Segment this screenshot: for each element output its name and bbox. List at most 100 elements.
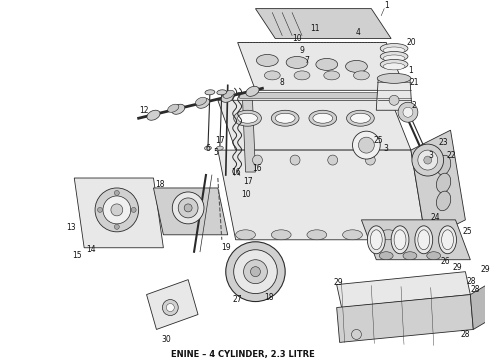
Ellipse shape — [370, 230, 382, 250]
Circle shape — [412, 144, 443, 176]
Polygon shape — [255, 9, 391, 39]
Ellipse shape — [236, 230, 255, 240]
Polygon shape — [337, 272, 470, 307]
Text: 22: 22 — [447, 150, 456, 159]
Text: 2: 2 — [412, 101, 416, 110]
Ellipse shape — [238, 113, 257, 123]
Ellipse shape — [353, 71, 369, 80]
Circle shape — [172, 192, 204, 224]
Text: 21: 21 — [409, 78, 418, 87]
Ellipse shape — [378, 230, 398, 240]
Ellipse shape — [271, 230, 291, 240]
Ellipse shape — [383, 47, 405, 54]
Circle shape — [250, 267, 260, 276]
Text: 6: 6 — [205, 144, 210, 153]
Text: 24: 24 — [431, 213, 441, 222]
Circle shape — [328, 155, 338, 165]
Text: 10: 10 — [292, 34, 302, 43]
Polygon shape — [411, 130, 465, 240]
Circle shape — [252, 155, 263, 165]
Text: 15: 15 — [73, 251, 82, 260]
Ellipse shape — [196, 98, 210, 108]
Text: 10: 10 — [241, 190, 250, 199]
Ellipse shape — [316, 58, 338, 71]
Ellipse shape — [427, 252, 441, 260]
Text: 1: 1 — [384, 1, 389, 10]
Ellipse shape — [286, 57, 308, 68]
Ellipse shape — [147, 110, 160, 120]
Ellipse shape — [221, 92, 234, 102]
Ellipse shape — [383, 55, 405, 62]
Ellipse shape — [394, 230, 406, 250]
Ellipse shape — [437, 155, 451, 175]
Text: 14: 14 — [86, 245, 96, 254]
Polygon shape — [238, 92, 388, 98]
Circle shape — [166, 303, 174, 311]
Text: 28: 28 — [461, 330, 470, 339]
Ellipse shape — [294, 71, 310, 80]
Ellipse shape — [223, 90, 234, 98]
Polygon shape — [153, 188, 228, 235]
Circle shape — [114, 190, 120, 195]
Ellipse shape — [441, 230, 454, 250]
Polygon shape — [218, 100, 411, 150]
Text: 5: 5 — [214, 148, 219, 157]
Circle shape — [111, 204, 123, 216]
Text: 20: 20 — [406, 38, 416, 47]
Ellipse shape — [403, 252, 417, 260]
Text: 8: 8 — [280, 78, 285, 87]
Polygon shape — [337, 294, 473, 342]
Ellipse shape — [380, 59, 408, 69]
Ellipse shape — [275, 113, 295, 123]
Text: 17: 17 — [243, 177, 252, 186]
Circle shape — [290, 155, 300, 165]
Circle shape — [114, 224, 120, 229]
Ellipse shape — [172, 104, 185, 114]
Text: 18: 18 — [265, 293, 274, 302]
Text: 29: 29 — [453, 263, 462, 272]
Text: 3: 3 — [428, 150, 433, 159]
Ellipse shape — [345, 60, 368, 72]
Text: 28: 28 — [470, 285, 480, 294]
Ellipse shape — [368, 226, 385, 254]
Text: 25: 25 — [373, 136, 383, 145]
Text: 19: 19 — [221, 243, 231, 252]
Ellipse shape — [234, 110, 261, 126]
Circle shape — [103, 196, 131, 224]
Text: 4: 4 — [356, 28, 361, 37]
Polygon shape — [74, 178, 163, 248]
Ellipse shape — [271, 110, 299, 126]
Polygon shape — [470, 285, 490, 329]
Circle shape — [366, 155, 375, 165]
Circle shape — [178, 198, 198, 218]
Text: 17: 17 — [215, 136, 224, 145]
Ellipse shape — [343, 230, 363, 240]
Polygon shape — [238, 42, 406, 90]
Ellipse shape — [377, 73, 411, 84]
Circle shape — [131, 207, 136, 212]
Text: 25: 25 — [463, 227, 472, 236]
Ellipse shape — [168, 104, 179, 112]
Ellipse shape — [437, 173, 451, 193]
Ellipse shape — [309, 110, 337, 126]
Text: 30: 30 — [162, 335, 171, 344]
Text: 1: 1 — [409, 66, 413, 75]
Text: 9: 9 — [299, 46, 304, 55]
Ellipse shape — [346, 110, 374, 126]
Circle shape — [389, 95, 399, 105]
Text: 12: 12 — [139, 106, 148, 115]
Ellipse shape — [391, 226, 409, 254]
Ellipse shape — [418, 230, 430, 250]
Text: 16: 16 — [253, 163, 262, 172]
Circle shape — [95, 188, 139, 232]
Text: 16: 16 — [231, 167, 241, 176]
Circle shape — [184, 204, 192, 212]
Ellipse shape — [350, 113, 370, 123]
Ellipse shape — [307, 230, 327, 240]
Circle shape — [424, 156, 432, 164]
Ellipse shape — [217, 146, 223, 150]
Text: 7: 7 — [304, 56, 309, 65]
Circle shape — [351, 329, 362, 339]
Polygon shape — [362, 220, 470, 260]
Ellipse shape — [437, 191, 451, 211]
